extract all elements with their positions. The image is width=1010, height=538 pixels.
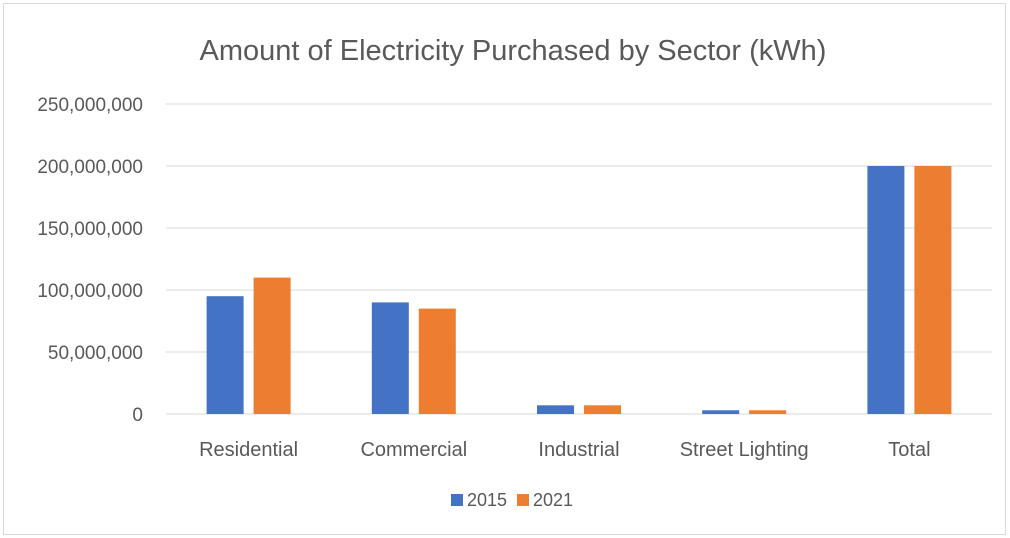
x-category-label: Total: [888, 439, 930, 461]
bar-2021-industrial: [584, 405, 621, 414]
x-category-label: Residential: [199, 439, 298, 461]
x-category-label: Commercial: [360, 439, 467, 461]
bar-2021-total: [914, 166, 952, 414]
x-category-label: Industrial: [538, 439, 619, 461]
legend-swatch-2015: [451, 494, 463, 506]
legend: 2015 2021: [451, 490, 573, 510]
x-category-label: Street Lighting: [680, 439, 809, 461]
legend-label: 2015: [467, 490, 507, 510]
x-axis-categories: Residential Commercial Industrial Street Li…: [199, 439, 930, 461]
bar-2021-commercial: [418, 308, 456, 414]
chart-title: Amount of Electricity Purchased by Secto…: [200, 35, 827, 67]
bar-2015-total: [867, 166, 905, 414]
bar-2015-commercial: [371, 302, 409, 414]
y-axis-ticks: 0 50,000,000 100,000,000 150,000,000 200,000…: [37, 95, 143, 426]
y-tick-label: 50,000,000: [48, 343, 143, 364]
y-tick-label: 0: [132, 405, 143, 426]
bar-2015-street-lighting: [702, 410, 740, 414]
y-tick-label: 250,000,000: [37, 95, 143, 116]
y-tick-label: 200,000,000: [37, 157, 143, 178]
bar-2015-industrial: [537, 405, 574, 414]
y-tick-label: 100,000,000: [37, 281, 143, 302]
bar-2015-residential: [206, 296, 244, 414]
bars: [206, 166, 952, 414]
chart-frame: [3, 3, 1006, 535]
gridlines: [166, 103, 992, 415]
bar-2021-street-lighting: [749, 410, 787, 414]
bar-2021-residential: [253, 277, 291, 414]
legend-label: 2021: [533, 490, 573, 510]
y-tick-label: 150,000,000: [37, 219, 143, 240]
legend-swatch-2021: [517, 494, 529, 506]
